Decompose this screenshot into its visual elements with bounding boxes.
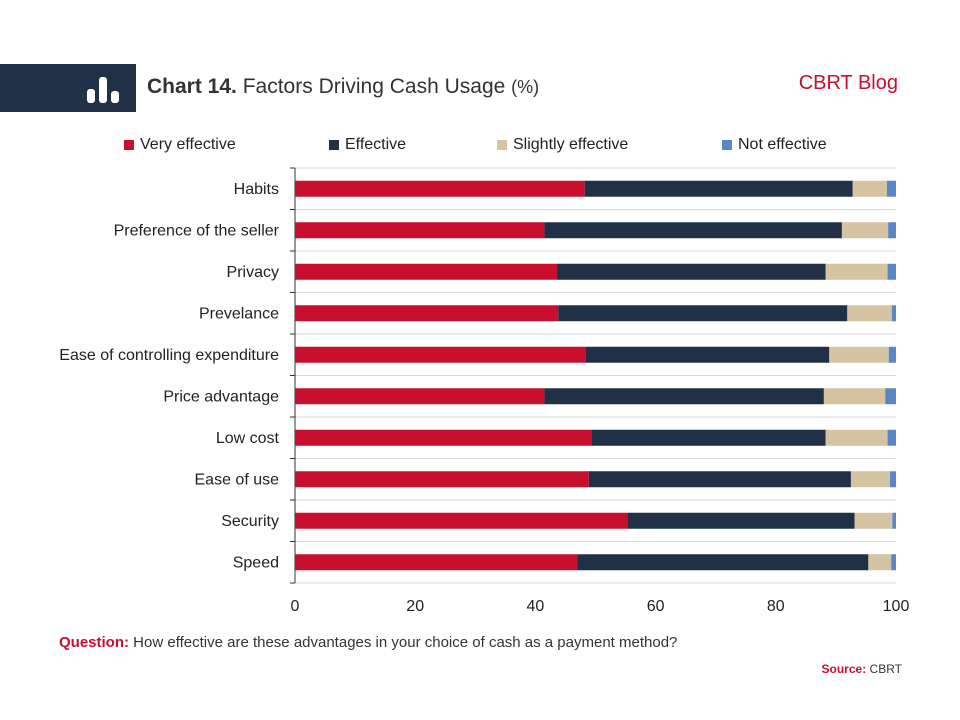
legend-item: Slightly effective: [497, 136, 628, 154]
category-label: Prevelance: [199, 305, 279, 322]
chart-title-unit: (%): [511, 77, 540, 97]
bar-segment: [295, 471, 589, 488]
legend-swatch: [329, 140, 339, 150]
bar-segment: [852, 180, 887, 197]
legend-item: Not effective: [722, 136, 827, 154]
bar-segment: [544, 388, 824, 405]
bar-segment: [588, 471, 851, 488]
category-label: Security: [221, 513, 279, 530]
bar-segment: [868, 554, 892, 571]
bar-segment: [888, 346, 896, 363]
question-text: How effective are these advantages in yo…: [133, 634, 678, 651]
bar-segment: [591, 429, 826, 446]
bar-segment: [295, 554, 578, 571]
bar-segment: [885, 388, 896, 405]
bar-segment: [886, 180, 896, 197]
category-label: Low cost: [216, 430, 280, 447]
bar-segment: [892, 512, 896, 529]
x-tick-label: 20: [406, 598, 424, 615]
bar-segment: [891, 305, 896, 322]
chart-title-text: Factors Driving Cash Usage: [242, 75, 506, 98]
brand-logo: CBRT Blog: [798, 72, 898, 94]
bar-segment: [825, 263, 888, 280]
question-label: Question:: [59, 634, 129, 651]
category-label: Price advantage: [163, 388, 279, 405]
source-text: CBRT: [869, 662, 902, 676]
bar-segment: [295, 305, 559, 322]
category-label: Preference of the seller: [114, 222, 280, 239]
bar-segment: [295, 346, 586, 363]
x-tick-label: 0: [291, 598, 300, 615]
question-note: Question: How effective are these advant…: [59, 634, 677, 651]
category-label: Habits: [234, 181, 279, 198]
legend-label: Effective: [345, 136, 407, 153]
legend-swatch: [497, 140, 507, 150]
bar-segment: [829, 346, 889, 363]
bar-segment: [627, 512, 855, 529]
bar-segment: [891, 554, 896, 571]
bar-segment: [295, 180, 585, 197]
bar-segment: [889, 471, 896, 488]
source-label: Source:: [821, 662, 867, 676]
bar-segment: [887, 429, 896, 446]
x-tick-label: 100: [883, 598, 910, 615]
bar-segment: [295, 512, 628, 529]
x-tick-label: 80: [767, 598, 785, 615]
x-tick-label: 40: [527, 598, 545, 615]
bar-segment: [825, 429, 888, 446]
legend-label: Slightly effective: [513, 136, 629, 153]
legend-swatch: [722, 140, 732, 150]
title-band: [0, 64, 136, 112]
category-label: Privacy: [227, 264, 279, 281]
chart-number: Chart 14.: [147, 75, 237, 98]
legend-swatch: [124, 140, 134, 150]
bar-segment: [558, 305, 848, 322]
category-label: Speed: [233, 554, 279, 571]
bar-segment: [577, 554, 869, 571]
category-label: Ease of use: [195, 471, 280, 488]
bar-segment: [850, 471, 890, 488]
legend-item: Very effective: [124, 136, 236, 154]
bar-segment: [823, 388, 886, 405]
x-tick-label: 60: [647, 598, 665, 615]
chart-title: Chart 14. Factors Driving Cash Usage (%): [147, 75, 539, 99]
bar-segment: [888, 222, 896, 239]
bar-segment: [557, 263, 826, 280]
legend-item: Effective: [329, 136, 406, 154]
bar-segment: [847, 305, 892, 322]
chart-legend: Very effective Effective Slightly effectiv…: [0, 136, 960, 160]
legend-label: Not effective: [738, 136, 827, 153]
bar-segment: [584, 180, 853, 197]
bar-segment: [841, 222, 889, 239]
bar-segment: [887, 263, 896, 280]
stacked-bar-chart: Habits Preference of the seller Privacy Pre…: [59, 167, 910, 615]
legend-label: Very effective: [140, 136, 236, 153]
category-label: Ease of controlling expenditure: [59, 347, 279, 364]
bar-chart-icon: [87, 77, 119, 103]
bar-segment: [295, 429, 592, 446]
bar-segment: [295, 263, 558, 280]
bar-segment: [295, 388, 545, 405]
bar-segment: [585, 346, 830, 363]
bar-segment: [544, 222, 842, 239]
source-note: Source: CBRT: [822, 662, 902, 676]
bar-segment: [295, 222, 545, 239]
bar-segment: [854, 512, 893, 529]
